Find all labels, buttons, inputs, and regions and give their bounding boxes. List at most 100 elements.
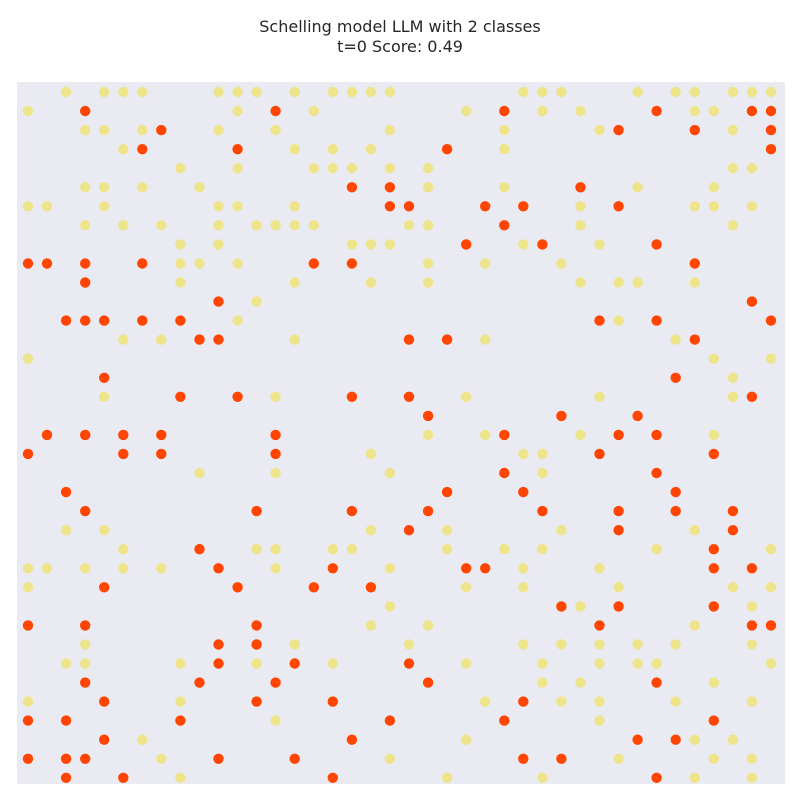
- agent-class-0-point: [727, 163, 739, 174]
- agent-class-0-point: [594, 391, 605, 402]
- agent-class-1-point: [746, 620, 758, 631]
- agent-class-1-point: [346, 505, 358, 517]
- agent-class-1-point: [689, 124, 700, 136]
- agent-class-1-point: [708, 563, 719, 574]
- agent-class-1-point: [727, 505, 739, 517]
- agent-class-1-point: [613, 505, 624, 517]
- agent-class-0-point: [80, 639, 91, 650]
- agent-class-0-point: [99, 124, 110, 136]
- agent-class-0-point: [613, 277, 624, 288]
- agent-class-0-point: [346, 163, 358, 174]
- agent-class-0-point: [232, 86, 243, 98]
- agent-class-1-point: [403, 334, 415, 345]
- agent-class-0-point: [137, 182, 148, 193]
- agent-class-0-point: [403, 639, 415, 650]
- agent-class-1-point: [251, 639, 262, 650]
- agent-class-0-point: [537, 544, 548, 555]
- agent-class-0-point: [499, 182, 510, 193]
- agent-class-1-point: [213, 753, 224, 764]
- agent-grid: [22, 86, 777, 783]
- agent-class-0-point: [156, 563, 167, 574]
- agent-class-0-point: [213, 239, 224, 250]
- agent-class-1-point: [499, 715, 510, 726]
- agent-class-0-point: [518, 582, 529, 593]
- agent-class-1-point: [118, 448, 129, 460]
- agent-class-0-point: [175, 258, 186, 269]
- agent-class-1-point: [556, 410, 567, 422]
- agent-class-0-point: [365, 144, 377, 155]
- agent-class-1-point: [499, 105, 510, 117]
- agent-class-1-point: [518, 753, 529, 764]
- agent-class-1-point: [137, 258, 148, 269]
- agent-class-0-point: [689, 277, 700, 288]
- agent-class-1-point: [99, 372, 110, 383]
- agent-class-0-point: [422, 220, 434, 231]
- agent-class-1-point: [537, 505, 548, 517]
- agent-class-0-point: [251, 86, 262, 98]
- agent-class-0-point: [99, 182, 110, 193]
- agent-class-0-point: [613, 315, 624, 326]
- agent-class-0-point: [575, 220, 586, 231]
- agent-class-0-point: [632, 277, 643, 288]
- agent-class-0-point: [156, 334, 167, 345]
- agent-class-0-point: [213, 201, 224, 212]
- agent-class-1-point: [708, 715, 719, 726]
- agent-class-0-point: [480, 429, 491, 441]
- agent-class-0-point: [270, 391, 281, 402]
- agent-class-1-point: [270, 105, 281, 117]
- agent-class-0-point: [251, 658, 262, 669]
- agent-class-0-point: [708, 105, 719, 117]
- agent-class-0-point: [765, 86, 777, 98]
- agent-class-1-point: [60, 772, 72, 783]
- agent-class-1-point: [41, 258, 53, 269]
- agent-class-0-point: [365, 448, 377, 460]
- agent-class-0-point: [708, 201, 719, 212]
- agent-class-0-point: [213, 220, 224, 231]
- agent-class-0-point: [384, 124, 396, 136]
- agent-class-1-point: [403, 658, 415, 669]
- agent-class-0-point: [461, 658, 472, 669]
- agent-class-1-point: [518, 696, 529, 707]
- agent-class-0-point: [537, 772, 548, 783]
- agent-class-0-point: [518, 448, 529, 460]
- agent-class-1-point: [270, 429, 281, 441]
- agent-class-0-point: [480, 258, 491, 269]
- agent-class-0-point: [537, 677, 548, 688]
- agent-class-1-point: [651, 677, 662, 688]
- agent-class-0-point: [670, 696, 681, 707]
- agent-class-0-point: [384, 86, 396, 98]
- agent-class-1-point: [670, 505, 681, 517]
- agent-class-0-point: [308, 105, 319, 117]
- agent-class-0-point: [118, 86, 129, 98]
- agent-class-0-point: [422, 182, 434, 193]
- agent-class-1-point: [80, 505, 91, 517]
- agent-class-0-point: [289, 86, 300, 98]
- agent-class-0-point: [60, 525, 72, 536]
- agent-class-0-point: [575, 601, 586, 612]
- agent-class-0-point: [327, 144, 338, 155]
- agent-class-0-point: [118, 563, 129, 574]
- agent-class-0-point: [727, 124, 739, 136]
- agent-class-0-point: [232, 201, 243, 212]
- agent-class-1-point: [746, 563, 758, 574]
- agent-class-0-point: [632, 86, 643, 98]
- agent-class-0-point: [594, 696, 605, 707]
- agent-class-1-point: [308, 582, 319, 593]
- agent-class-0-point: [308, 163, 319, 174]
- agent-class-1-point: [22, 258, 34, 269]
- agent-class-1-point: [422, 505, 434, 517]
- agent-class-0-point: [708, 353, 719, 364]
- agent-class-0-point: [441, 772, 453, 783]
- agent-class-0-point: [480, 334, 491, 345]
- agent-class-0-point: [765, 658, 777, 669]
- agent-class-1-point: [118, 429, 129, 441]
- agent-class-1-point: [251, 505, 262, 517]
- agent-class-1-point: [232, 144, 243, 155]
- agent-class-0-point: [746, 201, 758, 212]
- agent-class-1-point: [422, 677, 434, 688]
- agent-class-1-point: [556, 753, 567, 764]
- agent-class-0-point: [746, 163, 758, 174]
- agent-class-0-point: [689, 734, 700, 745]
- agent-class-1-point: [727, 525, 739, 536]
- agent-class-1-point: [765, 315, 777, 326]
